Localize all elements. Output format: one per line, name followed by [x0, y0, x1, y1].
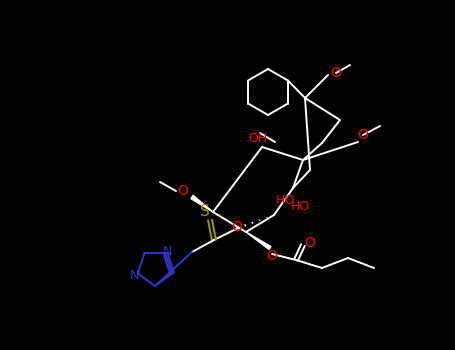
- Text: HO: HO: [276, 194, 295, 206]
- Text: O: O: [232, 220, 243, 234]
- Polygon shape: [246, 232, 271, 250]
- Text: O: O: [304, 236, 315, 250]
- Text: O: O: [331, 66, 341, 80]
- Text: N: N: [130, 269, 140, 282]
- Polygon shape: [191, 195, 213, 212]
- Text: O: O: [267, 249, 278, 263]
- Text: HO: HO: [290, 201, 309, 214]
- Text: N: N: [163, 245, 172, 258]
- Text: O: O: [177, 184, 188, 198]
- Text: O: O: [358, 128, 369, 142]
- Text: S: S: [200, 204, 210, 219]
- Text: OH: OH: [248, 132, 268, 145]
